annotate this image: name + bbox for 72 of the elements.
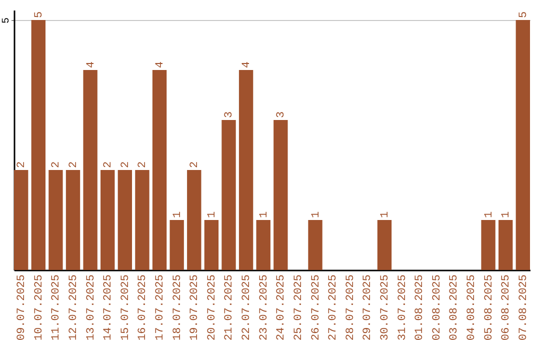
data-label: 5	[518, 11, 530, 18]
bar	[222, 120, 236, 270]
data-label: 2	[50, 161, 63, 168]
data-label: 3	[276, 111, 288, 118]
x-tick-label: 11.07.2025	[50, 274, 63, 340]
bar	[377, 220, 392, 270]
x-tick-label: 28.07.2025	[344, 274, 357, 340]
x-tick-label: 15.07.2025	[120, 274, 132, 340]
x-tick-label: 22.07.2025	[241, 274, 254, 340]
bar	[118, 170, 132, 270]
data-label: 1	[379, 211, 392, 218]
x-tick-label: 29.07.2025	[362, 274, 374, 340]
x-tick-label: 21.07.2025	[224, 274, 236, 340]
bar	[238, 70, 254, 270]
x-tick-label: 02.08.2025	[431, 274, 444, 340]
bar	[204, 220, 219, 270]
x-tick-label: 10.07.2025	[33, 274, 46, 340]
bar	[187, 170, 202, 270]
bar	[83, 70, 98, 270]
data-label: 2	[120, 161, 132, 168]
bar	[100, 170, 115, 270]
x-tick-label: 12.07.2025	[68, 274, 80, 340]
data-label: 4	[241, 61, 254, 68]
data-label: 2	[102, 161, 115, 168]
x-tick-label: 04.08.2025	[466, 274, 478, 340]
x-tick-label: 31.07.2025	[396, 274, 409, 340]
x-tick-label: 01.08.2025	[414, 274, 426, 340]
data-label: 2	[68, 161, 80, 168]
bar	[135, 170, 150, 270]
bar	[48, 170, 63, 270]
data-label: 1	[310, 211, 322, 218]
x-tick-label: 27.07.2025	[328, 274, 340, 340]
x-tick-label: 03.08.2025	[448, 274, 461, 340]
x-tick-label: 14.07.2025	[102, 274, 115, 340]
data-label: 5	[33, 11, 46, 18]
x-tick-label: 26.07.2025	[310, 274, 322, 340]
data-label: 2	[189, 161, 202, 168]
data-label: 1	[206, 211, 218, 218]
data-label: 1	[500, 211, 513, 218]
x-tick-label: 18.07.2025	[172, 274, 184, 340]
bar	[516, 20, 530, 270]
bar	[170, 220, 184, 270]
x-tick-label: 25.07.2025	[292, 274, 305, 340]
x-tick-label: 23.07.2025	[258, 274, 270, 340]
data-label: 1	[258, 211, 270, 218]
bar	[308, 220, 322, 270]
bar	[14, 170, 28, 270]
x-tick-label: 20.07.2025	[206, 274, 218, 340]
x-tick-label: 17.07.2025	[154, 274, 167, 340]
x-tick-label: 30.07.2025	[379, 274, 392, 340]
bar	[31, 20, 46, 270]
bar	[274, 120, 288, 270]
x-tick-label: 07.08.2025	[518, 274, 530, 340]
data-label: 2	[137, 161, 150, 168]
x-tick-label: 05.08.2025	[483, 274, 496, 340]
bar	[481, 220, 496, 270]
x-tick-label: 06.08.2025	[500, 274, 513, 340]
x-tick-label: 16.07.2025	[137, 274, 150, 340]
bar	[256, 220, 270, 270]
data-label: 1	[172, 211, 184, 218]
x-tick-label: 13.07.2025	[85, 274, 98, 340]
data-label: 1	[483, 211, 496, 218]
data-label: 4	[85, 61, 98, 68]
x-tick-label: 24.07.2025	[276, 274, 288, 340]
bar	[66, 170, 80, 270]
bar	[152, 70, 167, 270]
x-tick-label: 19.07.2025	[189, 274, 202, 340]
data-label: 4	[154, 61, 167, 68]
data-label: 2	[16, 161, 28, 168]
data-label: 3	[224, 111, 236, 118]
x-tick-label: 09.07.2025	[16, 274, 28, 340]
bar	[498, 220, 513, 270]
